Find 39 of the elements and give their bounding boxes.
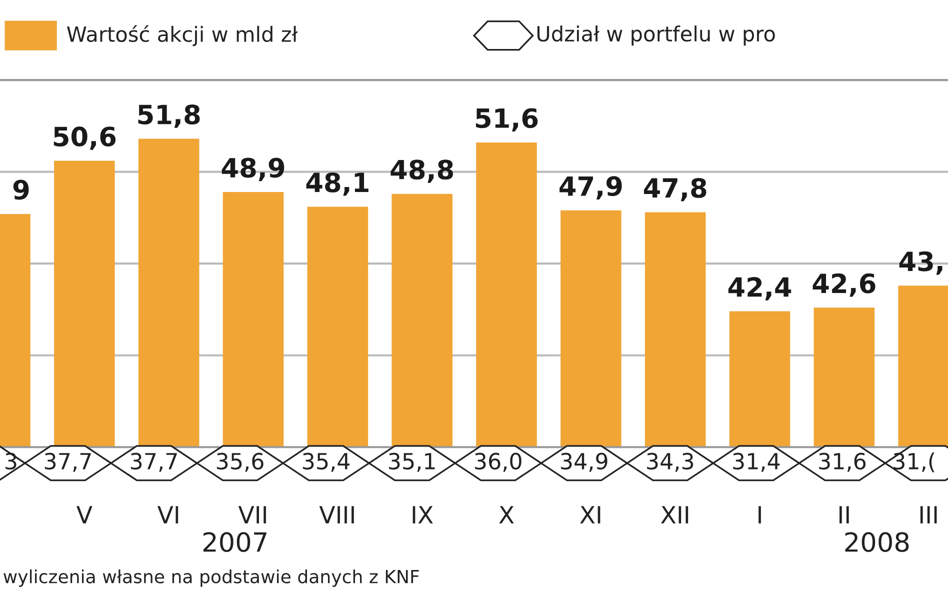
legend-label: Udział w portfelu w pro (537, 26, 775, 46)
x-tick-label: VII (238, 506, 266, 524)
data-label: 34,3 (647, 452, 694, 472)
data-label: 47,8 (644, 178, 706, 202)
data-label: 34,9 (561, 452, 608, 472)
text: 31,( (894, 452, 934, 472)
data-label: 42,4 (728, 277, 792, 300)
annotation: 43, (899, 251, 942, 275)
data-label: 37,7 (44, 452, 91, 472)
data-label: 51,6 (476, 108, 538, 132)
data-label: 35,1 (389, 452, 435, 472)
text: 2008 (845, 532, 909, 552)
legend-label: Wartość akcji w mld zł (67, 25, 298, 46)
x-tick-label: IX (412, 506, 433, 524)
x-tick-label: VIII (319, 506, 354, 524)
text: wyliczenia własne na podstawie danych z KNF (4, 569, 419, 587)
x-tick-label: X (499, 506, 514, 524)
data-label: 36,0 (475, 452, 522, 472)
text: 2007 (203, 532, 266, 552)
data-label: 31,4 (733, 452, 780, 472)
x-tick-label: I (758, 506, 761, 524)
data-label: 48,1 (306, 172, 368, 196)
x-tick-label: VI (157, 506, 178, 524)
x-tick-label: XI (580, 506, 600, 524)
data-label: 42,6 (812, 273, 876, 297)
data-label: 31,6 (819, 452, 866, 472)
data-label: 48,8 (390, 160, 453, 183)
data-label: 47,9 (560, 176, 622, 200)
data-label: 37,7 (130, 452, 177, 472)
x-tick-label: XII (660, 506, 688, 524)
data-label: 35,6 (216, 452, 264, 472)
data-label: 35,4 (302, 452, 350, 472)
data-label: 50,6 (54, 126, 116, 150)
x-tick-label: V (76, 506, 92, 524)
data-label: 51,8 (138, 104, 200, 128)
x-tick-label: III (920, 506, 937, 524)
x-tick-label: II (840, 506, 849, 524)
annotation: 9 (13, 180, 29, 200)
data-label: 48,9 (222, 158, 284, 182)
